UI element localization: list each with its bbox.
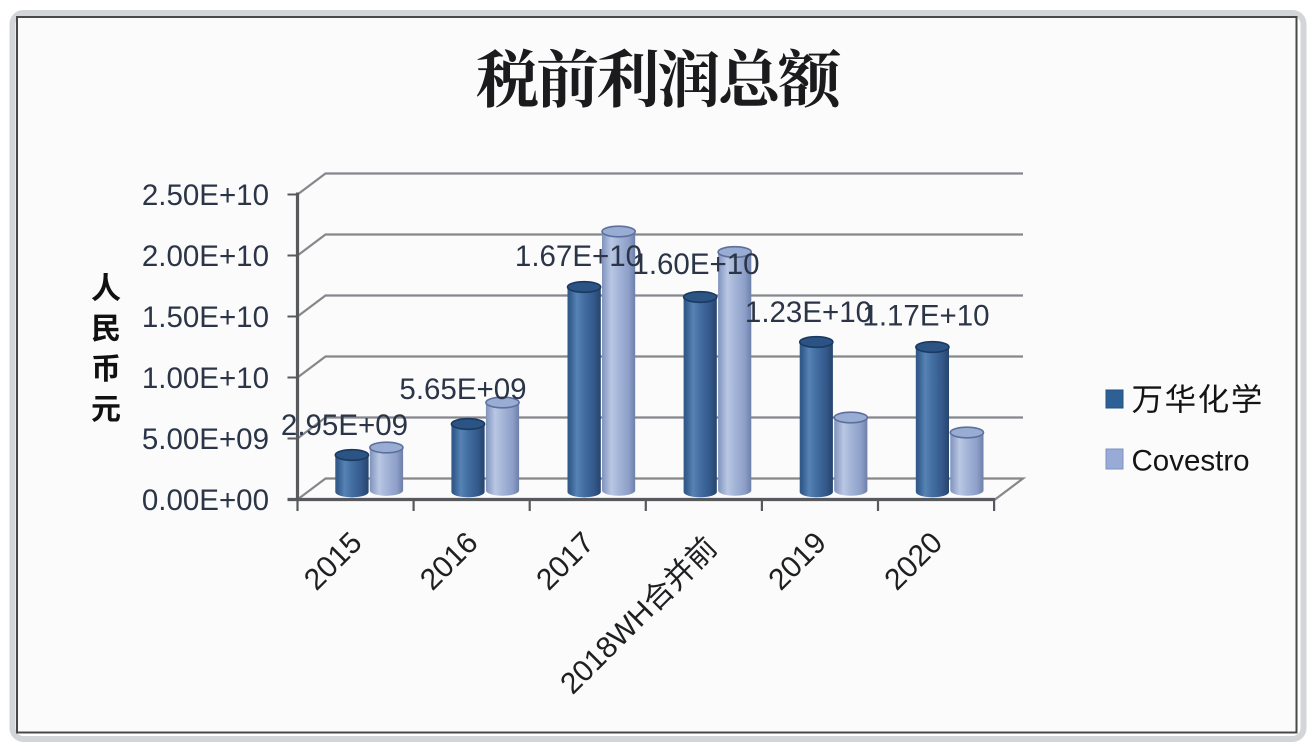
svg-text:0.00E+00: 0.00E+00 xyxy=(142,484,269,517)
svg-text:1.67E+10: 1.67E+10 xyxy=(515,240,642,273)
svg-text:1.60E+10: 1.60E+10 xyxy=(632,248,759,281)
svg-text:1.00E+10: 1.00E+10 xyxy=(142,362,269,395)
svg-text:1.23E+10: 1.23E+10 xyxy=(745,296,872,329)
svg-text:Covestro: Covestro xyxy=(1132,445,1250,478)
svg-text:5.65E+09: 5.65E+09 xyxy=(399,373,526,406)
svg-text:2.50E+10: 2.50E+10 xyxy=(142,179,269,212)
svg-text:5.00E+09: 5.00E+09 xyxy=(142,423,269,456)
svg-text:1.50E+10: 1.50E+10 xyxy=(142,301,269,334)
svg-text:1.17E+10: 1.17E+10 xyxy=(862,300,989,333)
svg-text:2.95E+09: 2.95E+09 xyxy=(281,409,408,442)
svg-text:2.00E+10: 2.00E+10 xyxy=(142,240,269,273)
